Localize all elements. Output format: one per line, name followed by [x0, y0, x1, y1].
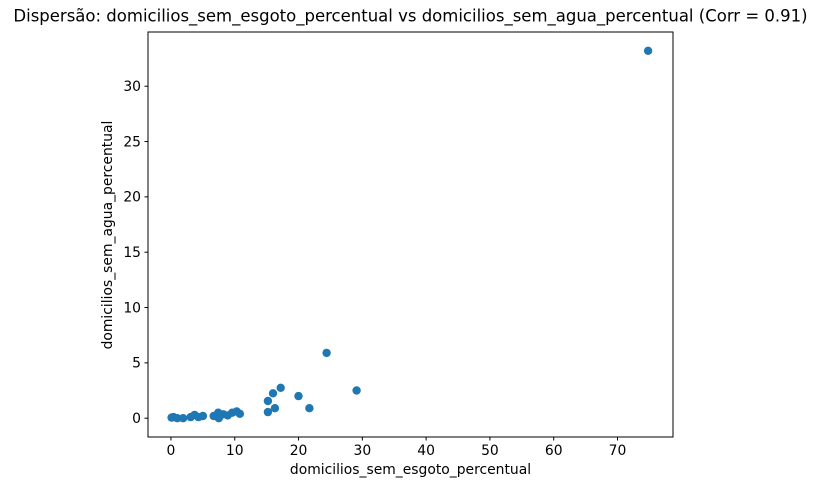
data-point: [322, 348, 331, 358]
data-point: [263, 407, 273, 417]
x-tick-label: 50: [481, 443, 499, 459]
x-tick-label: 40: [417, 443, 435, 459]
data-point: [173, 414, 182, 423]
data-point: [305, 404, 314, 413]
x-tick-label: 70: [609, 443, 627, 459]
y-axis-label: domicilios_sem_agua_percentual: [100, 121, 116, 350]
data-point: [263, 396, 273, 406]
scatter-points-layer: [167, 46, 653, 423]
data-point: [270, 404, 280, 413]
x-tick-label: 0: [167, 443, 176, 459]
y-tick-label: 0: [132, 411, 141, 427]
data-point: [352, 386, 361, 395]
x-axis-ticks: 0 10 20 30 40 50 60 70: [167, 437, 627, 459]
y-axis-ticks: 0 5 10 15 20 25 30: [123, 79, 148, 427]
y-tick-label: 20: [123, 190, 141, 206]
x-tick-label: 30: [353, 443, 371, 459]
data-point: [198, 411, 208, 421]
plot-area-border: [147, 31, 674, 438]
data-point: [294, 391, 303, 401]
data-point: [268, 389, 278, 398]
y-tick-label: 30: [123, 79, 141, 95]
data-point: [235, 409, 245, 418]
x-tick-label: 20: [290, 443, 308, 459]
x-axis-label: domicilios_sem_esgoto_percentual: [290, 462, 531, 478]
data-point: [276, 383, 285, 392]
x-tick-label: 60: [545, 443, 563, 459]
x-tick-label: 10: [226, 443, 244, 459]
data-point: [643, 46, 653, 55]
chart-title: Dispersão: domicilios_sem_esgoto_percent…: [13, 7, 807, 27]
data-point: [178, 414, 188, 423]
y-tick-label: 15: [123, 245, 141, 261]
y-tick-label: 5: [132, 356, 141, 372]
y-tick-label: 10: [123, 300, 141, 316]
y-tick-label: 25: [123, 134, 141, 150]
